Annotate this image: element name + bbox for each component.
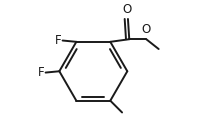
Text: F: F bbox=[55, 34, 62, 47]
Text: O: O bbox=[122, 3, 131, 16]
Text: F: F bbox=[38, 66, 45, 79]
Text: O: O bbox=[142, 23, 151, 36]
